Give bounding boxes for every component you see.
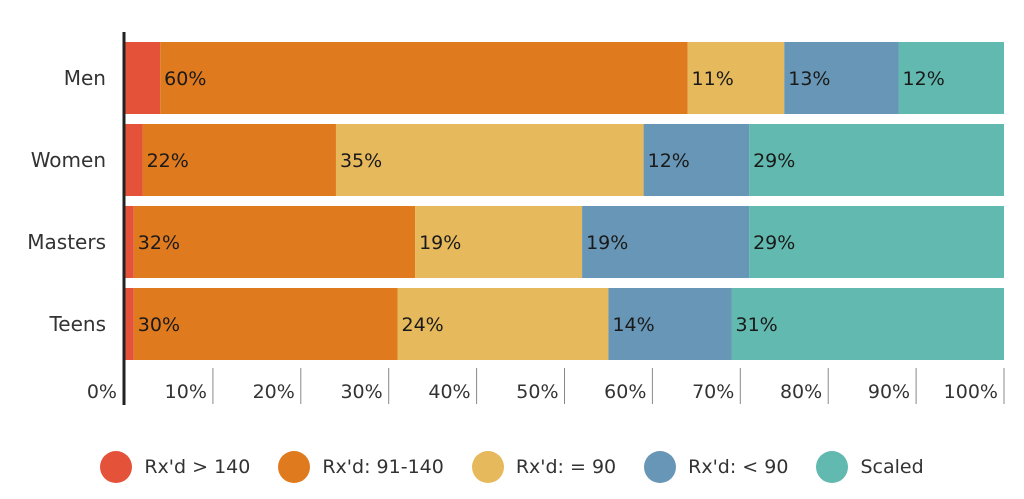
legend-label: Rx'd: 91-140 <box>322 456 444 478</box>
bar-segment <box>335 124 644 196</box>
legend-swatch <box>644 451 677 483</box>
legend-swatch <box>100 451 133 483</box>
bar-segment <box>125 42 161 114</box>
x-tick-label: 50% <box>516 381 558 403</box>
data-label: 12% <box>648 150 690 172</box>
bar-segment <box>643 124 750 196</box>
bar-segment <box>125 206 134 278</box>
legend-item: Rx'd: < 90 <box>644 451 788 483</box>
x-tick-label: 70% <box>692 381 734 403</box>
x-tick-label: 20% <box>253 381 295 403</box>
bar-segment <box>125 124 143 196</box>
data-label: 11% <box>692 68 734 90</box>
bar-segment <box>397 288 609 360</box>
legend-item: Rx'd: 91-140 <box>278 451 444 483</box>
x-tick-label: 60% <box>604 381 646 403</box>
bar-segment <box>415 206 583 278</box>
chart-legend: Rx'd > 140 Rx'd: 91-140 Rx'd: = 90 Rx'd: < … <box>0 447 1024 487</box>
data-label: 12% <box>903 68 945 90</box>
bar-segment <box>582 206 750 278</box>
x-tick-label: 90% <box>868 381 910 403</box>
category-label: Men <box>64 66 106 90</box>
x-tick-label: 100% <box>944 381 998 403</box>
bar-segment <box>133 206 416 278</box>
category-label: Teens <box>48 312 106 336</box>
data-label: 24% <box>401 314 443 336</box>
legend-label: Scaled <box>860 456 924 478</box>
data-label: 13% <box>788 68 830 90</box>
data-label: 32% <box>138 232 180 254</box>
data-label: 29% <box>753 232 795 254</box>
x-tick-label: 40% <box>428 381 470 403</box>
data-label: 60% <box>164 68 206 90</box>
x-tick-label: 10% <box>165 381 207 403</box>
data-label: 19% <box>419 232 461 254</box>
legend-swatch <box>471 451 504 483</box>
data-label: 22% <box>147 150 189 172</box>
chart-canvas: 60% 11% 13% 12% Men 22% 35% 12% 29% Women 32% 19% 19… <box>27 32 1005 405</box>
data-label: 29% <box>753 150 795 172</box>
bar-segment <box>731 288 1004 360</box>
data-label: 14% <box>612 314 654 336</box>
data-label: 35% <box>340 150 382 172</box>
bar-segment <box>898 42 1004 114</box>
legend-label: Rx'd: = 90 <box>515 456 617 478</box>
legend-item: Scaled <box>816 451 924 483</box>
bar-segment <box>160 42 688 114</box>
legend-label: Rx'd: < 90 <box>688 456 789 478</box>
legend-item: Rx'd > 140 <box>100 451 250 483</box>
bar-segment <box>142 124 336 196</box>
legend-swatch <box>816 451 849 483</box>
x-tick-label: 30% <box>340 381 382 403</box>
bar-segment <box>784 42 899 114</box>
x-tick-label: 80% <box>780 381 822 403</box>
data-label: 19% <box>586 232 628 254</box>
category-label: Women <box>31 148 106 172</box>
data-label: 30% <box>138 314 180 336</box>
bar-segment <box>125 288 134 360</box>
legend-item: Rx'd: = 90 <box>471 451 617 483</box>
bar-segment <box>687 42 785 114</box>
legend-swatch <box>278 451 311 483</box>
bar-segment <box>749 124 1004 196</box>
bar-segment <box>749 206 1004 278</box>
data-label: 31% <box>736 314 778 336</box>
bar-segment <box>608 288 732 360</box>
legend-label: Rx'd > 140 <box>144 456 251 478</box>
x-tick-label: 0% <box>87 381 117 403</box>
bar-segment <box>133 288 398 360</box>
category-label: Masters <box>27 230 106 254</box>
